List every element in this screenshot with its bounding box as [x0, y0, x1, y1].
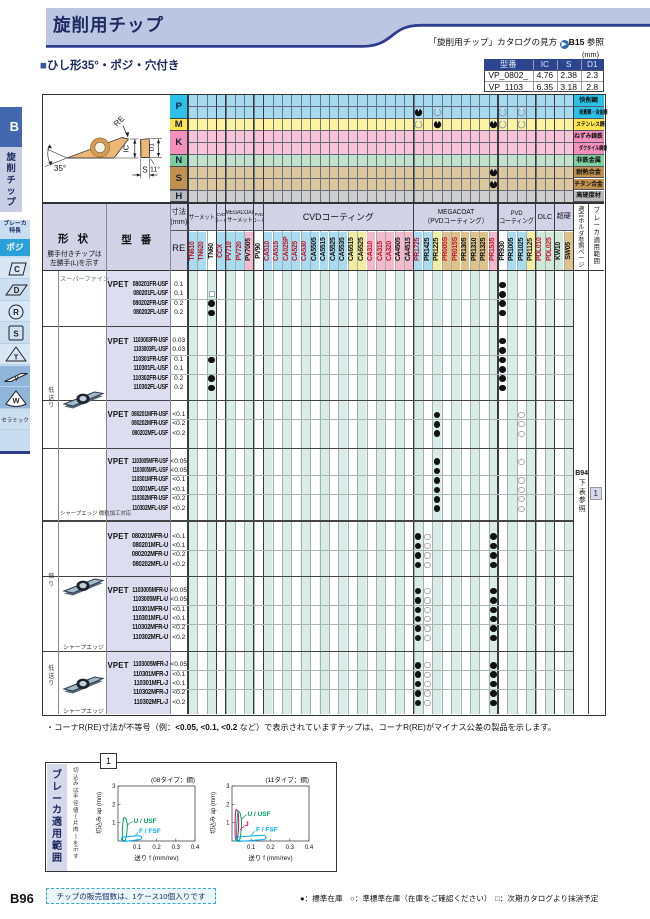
svg-text:J: J — [245, 821, 249, 828]
svg-text:(11タイプ：鋼): (11タイプ：鋼) — [265, 775, 309, 784]
svg-text:0.1: 0.1 — [133, 845, 142, 851]
svg-text:2: 2 — [112, 802, 116, 808]
svg-text:V: V — [14, 376, 18, 382]
svg-text:0.3: 0.3 — [286, 845, 295, 851]
svg-text:1: 1 — [226, 821, 230, 827]
svg-text:(08タイプ：鋼): (08タイプ：鋼) — [150, 775, 194, 784]
svg-text:3: 3 — [112, 784, 116, 790]
svg-text:IC: IC — [122, 144, 131, 152]
svg-text:R: R — [13, 308, 19, 317]
svg-text:送り f (mm/rev): 送り f (mm/rev) — [134, 853, 178, 862]
svg-text:F / FSF: F / FSF — [139, 828, 161, 835]
svg-text:11°: 11° — [150, 166, 160, 174]
svg-text:2: 2 — [226, 802, 230, 808]
svg-text:0.2: 0.2 — [266, 845, 275, 851]
svg-text:3: 3 — [226, 784, 230, 790]
svg-text:0.4: 0.4 — [190, 845, 199, 851]
svg-text:U / USF: U / USF — [248, 811, 271, 818]
svg-text:T: T — [14, 353, 19, 362]
svg-text:W: W — [12, 396, 20, 405]
svg-text:35°: 35° — [54, 164, 66, 173]
svg-text:RE: RE — [112, 114, 126, 128]
svg-text:U / USF: U / USF — [133, 818, 156, 825]
svg-text:切込み ap (mm): 切込み ap (mm) — [209, 792, 217, 834]
svg-text:送り f (mm/rev): 送り f (mm/rev) — [248, 853, 292, 862]
svg-text:0.4: 0.4 — [305, 845, 314, 851]
svg-text:1: 1 — [112, 821, 116, 827]
svg-text:0.1: 0.1 — [247, 845, 256, 851]
svg-text:D1: D1 — [149, 143, 156, 152]
svg-text:S: S — [13, 330, 19, 339]
svg-text:D: D — [14, 286, 20, 295]
svg-text:S: S — [142, 166, 147, 175]
svg-text:F / FSF: F / FSF — [256, 827, 278, 834]
svg-text:0.3: 0.3 — [171, 845, 180, 851]
svg-text:0.2: 0.2 — [152, 845, 161, 851]
svg-text:C: C — [14, 265, 20, 274]
svg-text:切込み ap (mm): 切込み ap (mm) — [95, 792, 103, 834]
